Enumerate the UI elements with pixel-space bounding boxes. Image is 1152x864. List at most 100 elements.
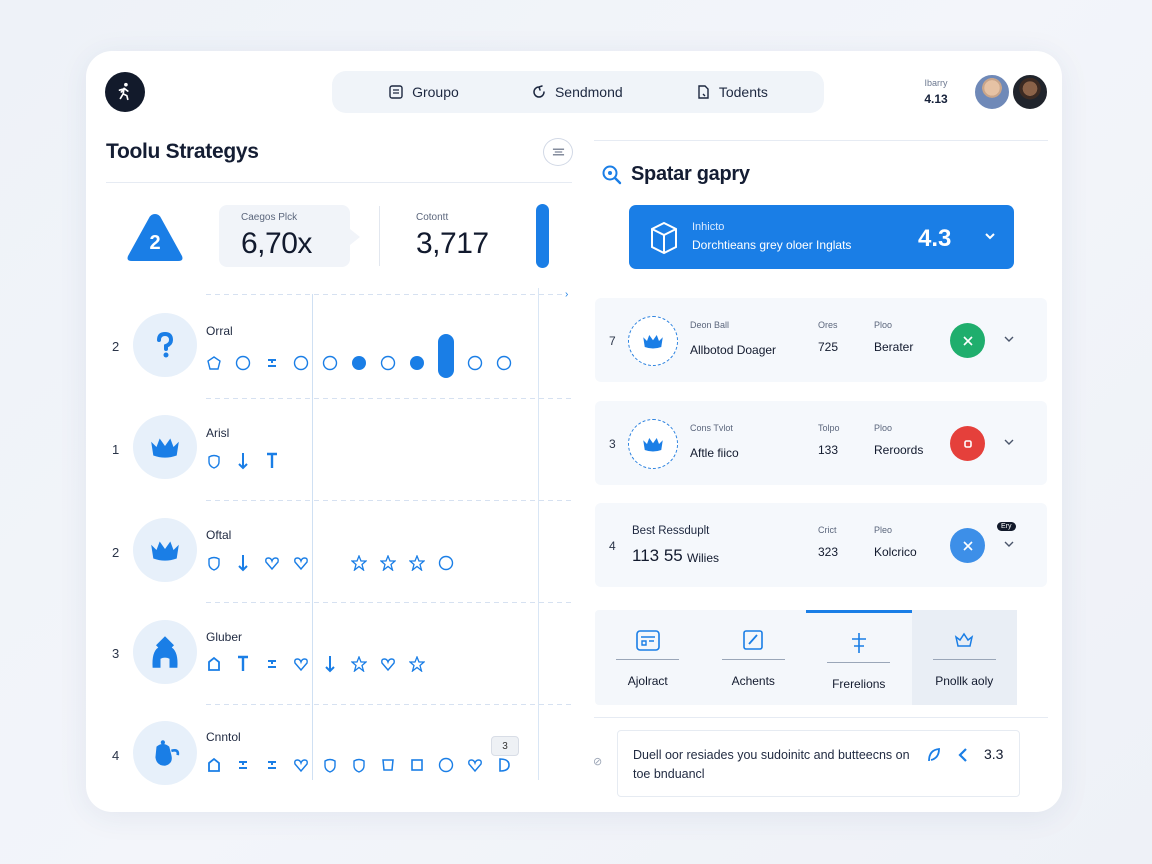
list-item[interactable]: 3 Cons Tvlot Aftle fiico Tolpo 133 Ploo … [595,401,1047,485]
tab-label: Frerelions [832,677,886,691]
list-item[interactable]: 4 Best Ressduplt 113 55 Wilies Crict 323… [595,503,1047,587]
close-icon [962,335,973,346]
item-caption: Best Ressduplt [632,525,710,537]
row-number: 2 [112,339,120,354]
circle-icon [438,555,453,571]
edit-icon [743,630,764,650]
stat-card-primary: Caegos Plck 6,70x [219,205,360,267]
row-number: 1 [112,442,120,457]
book-icon [389,85,403,99]
link-icon[interactable] [956,746,970,764]
runner-icon [118,82,129,101]
nav-label: Sendmond [554,84,623,100]
heart-icon [293,557,308,571]
app-logo[interactable] [105,72,145,112]
item-avatar [628,316,678,366]
t-shape-icon [266,452,277,468]
tab-pnollk-aoly[interactable]: Pnollk aoly [911,610,1017,705]
chevron-down-icon[interactable] [983,229,997,243]
shield-icon [352,758,365,773]
avatar[interactable] [1011,73,1049,111]
highlight-pill [437,334,454,378]
filter-button[interactable] [543,138,573,166]
item-caption: Deon Ball [690,320,730,330]
row-avatar[interactable] [133,518,197,582]
leaf-icon[interactable] [926,746,942,764]
status-button[interactable] [950,426,985,461]
teapot-icon [155,740,180,766]
chevron-down-icon[interactable] [1003,334,1015,344]
heart-icon [293,658,308,672]
tooltip: 3 [491,736,519,756]
filled-circle-icon [409,356,424,370]
tab-ajolract[interactable]: Ajolract [595,610,701,705]
box-3d-icon [651,221,677,255]
shield-icon [323,758,336,773]
item-col-label: Crict [818,525,837,535]
row-marks [202,757,515,773]
item-col-label: Ploo [874,423,893,433]
item-number: 3 [609,437,616,451]
row-label: Arisl [206,426,230,440]
equals-icon [267,761,276,769]
item-title-suffix: Wilies [687,551,719,565]
search-icon[interactable] [601,164,623,191]
chevron-down-icon[interactable] [1003,539,1015,549]
crown-icon [151,438,179,458]
item-caption: Cons Tvlot [690,423,733,433]
stat-value: 6,70x [241,227,312,260]
arrow-down-icon [324,656,335,673]
stat-card-secondary: Cotontt 3,717 [396,205,516,267]
item-col-value: 323 [818,545,839,559]
cup-icon [381,759,394,771]
grid-line [206,398,572,399]
item-title: 113 55 [632,546,683,565]
shield-icon [207,454,220,469]
crown-outline-icon [955,632,974,647]
row-avatar[interactable] [133,620,197,684]
tab-achents[interactable]: Achents [701,610,807,705]
tab-frerelions[interactable]: Frerelions [806,610,912,705]
item-col-value: 133 [818,443,839,457]
list-item[interactable]: 7 Deon Ball Allbotod Doager Ores 725 Plo… [595,298,1047,382]
nav-item-groupo[interactable]: Groupo [388,84,459,100]
nav-item-todents[interactable]: Todents [695,84,768,100]
equals-icon [267,359,276,367]
row-label: Cnntol [206,730,241,744]
shield-icon [207,556,220,571]
question-icon [157,331,174,358]
row-avatar[interactable] [133,415,197,479]
avatar[interactable] [973,73,1011,111]
panel-title: Spatar gapry [631,163,750,185]
circle-icon [235,355,250,371]
progress-bar [536,204,549,268]
hero-value: 4.3 [918,225,952,252]
badge-value: 2 [149,232,161,254]
item-col-value: Kolcrico [874,545,917,559]
circle-icon [380,355,395,371]
nav-label: Groupo [412,84,459,100]
tab-label: Ajolract [627,674,668,688]
t-shape-icon [237,655,248,671]
info-icon: ⊘ [593,756,603,768]
box-icon [410,759,423,771]
row-avatar[interactable] [133,313,197,377]
refresh-icon [533,85,545,98]
chevron-down-icon[interactable] [1003,437,1015,447]
status-button[interactable] [950,528,985,563]
nav-item-sendmond[interactable]: Sendmond [531,84,623,100]
row-avatar[interactable] [133,721,197,785]
row-marks [202,334,515,378]
heart-icon [467,759,482,773]
footer-value: 3.3 [984,746,1004,762]
hero-card[interactable]: Inhicto Dorchtieans grey oloer Inglats 4… [629,205,1014,269]
grid-line [206,602,572,603]
chevron-right-icon[interactable]: › [565,289,569,300]
pointer-arrow [350,229,360,245]
tab-label: Achents [731,674,775,688]
arrow-down-icon [237,453,248,470]
wizard-icon [152,636,178,668]
item-title: Aftle fiico [690,446,739,460]
crown-icon [151,541,179,561]
status-button[interactable] [950,323,985,358]
